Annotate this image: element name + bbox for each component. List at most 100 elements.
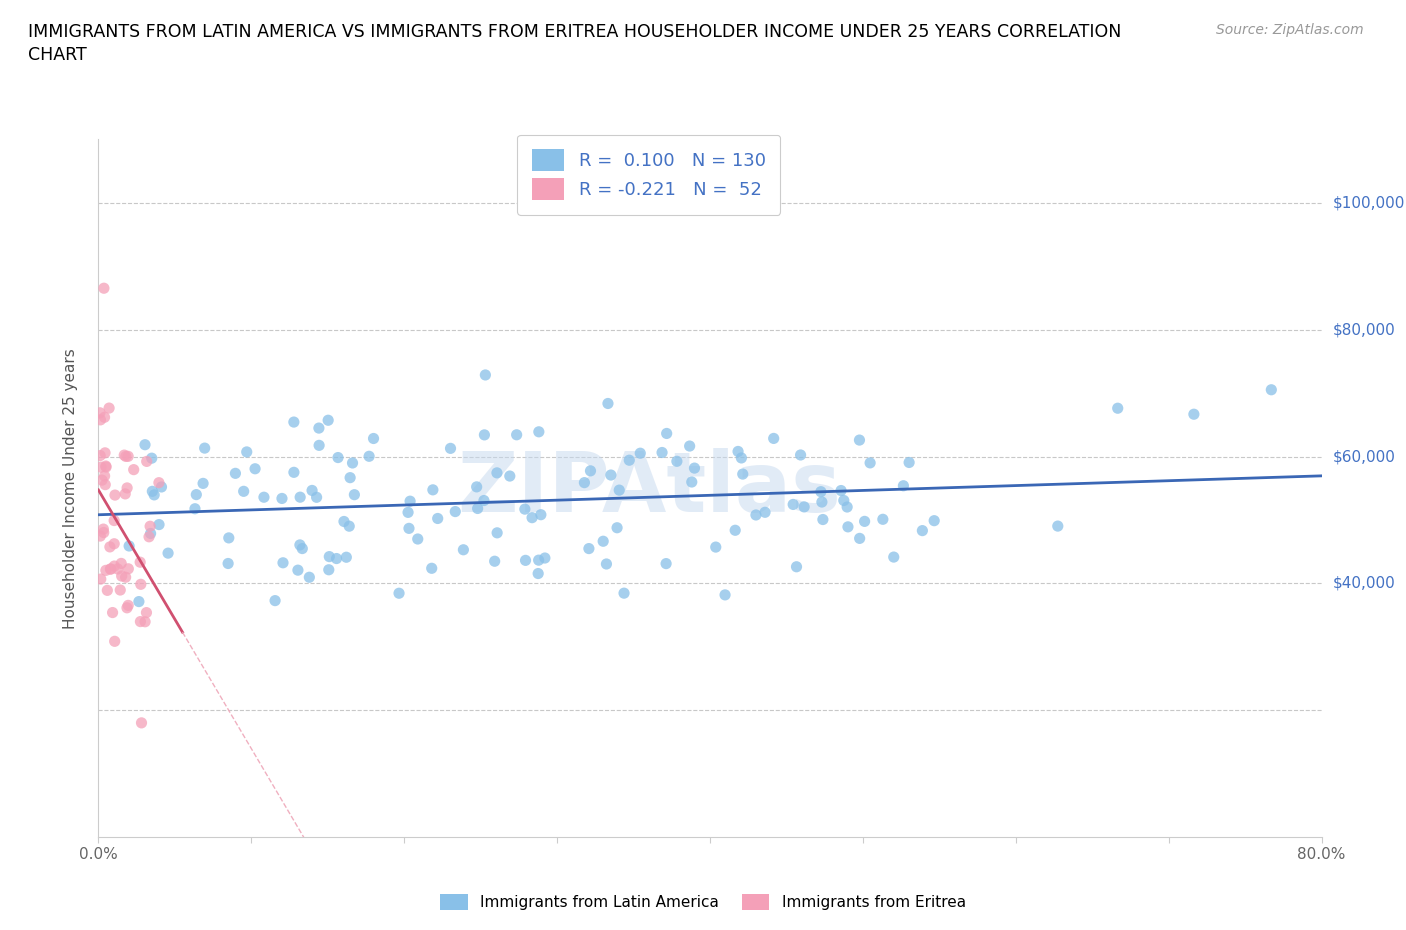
Point bbox=[94, 458, 117, 473]
Point bbox=[474, 367, 496, 382]
Point bbox=[103, 513, 125, 528]
Point bbox=[730, 450, 752, 465]
Point bbox=[754, 505, 776, 520]
Point bbox=[134, 615, 156, 630]
Y-axis label: Householder Income Under 25 years: Householder Income Under 25 years bbox=[63, 348, 77, 629]
Point bbox=[115, 601, 138, 616]
Point bbox=[520, 511, 543, 525]
Point bbox=[484, 553, 506, 568]
Point bbox=[114, 486, 136, 501]
Point bbox=[148, 475, 170, 490]
Point bbox=[134, 437, 156, 452]
Legend: R =  0.100   N = 130, R = -0.221   N =  52: R = 0.100 N = 130, R = -0.221 N = 52 bbox=[517, 135, 780, 215]
Point bbox=[90, 572, 112, 587]
Point bbox=[592, 534, 614, 549]
Point bbox=[613, 586, 636, 601]
Point bbox=[186, 487, 208, 502]
Point bbox=[343, 487, 366, 502]
Legend: Immigrants from Latin America, Immigrants from Eritrea: Immigrants from Latin America, Immigrant… bbox=[433, 886, 973, 918]
Point bbox=[128, 594, 150, 609]
Point bbox=[325, 551, 347, 566]
Point bbox=[191, 476, 214, 491]
Point bbox=[100, 562, 122, 577]
Point bbox=[453, 542, 475, 557]
Point bbox=[655, 556, 678, 571]
Point bbox=[143, 487, 166, 502]
Point bbox=[287, 563, 309, 578]
Point bbox=[335, 550, 357, 565]
Point bbox=[499, 469, 522, 484]
Point bbox=[101, 605, 124, 620]
Point bbox=[811, 495, 834, 510]
Point bbox=[138, 529, 160, 544]
Point bbox=[859, 456, 882, 471]
Point bbox=[810, 485, 832, 499]
Point bbox=[762, 431, 785, 445]
Point bbox=[89, 412, 111, 427]
Point bbox=[465, 480, 488, 495]
Point bbox=[530, 507, 553, 522]
Point bbox=[848, 432, 870, 447]
Point bbox=[505, 427, 527, 442]
Point bbox=[291, 541, 314, 556]
Point bbox=[89, 448, 111, 463]
Point bbox=[665, 454, 688, 469]
Point bbox=[308, 438, 330, 453]
Point bbox=[655, 426, 678, 441]
Point bbox=[1182, 406, 1205, 421]
Point bbox=[333, 514, 356, 529]
Point bbox=[406, 532, 429, 547]
Point bbox=[578, 541, 600, 556]
Point bbox=[485, 465, 508, 480]
Point bbox=[628, 445, 651, 460]
Point bbox=[91, 472, 114, 487]
Point bbox=[271, 555, 294, 570]
Point bbox=[1107, 401, 1129, 416]
Point bbox=[89, 528, 111, 543]
Point bbox=[96, 583, 118, 598]
Point bbox=[606, 520, 628, 535]
Point bbox=[832, 493, 855, 508]
Point bbox=[683, 460, 706, 475]
Point bbox=[574, 475, 596, 490]
Point bbox=[271, 491, 294, 506]
Point bbox=[444, 504, 467, 519]
Point bbox=[157, 546, 180, 561]
Point bbox=[534, 551, 557, 565]
Point bbox=[326, 450, 349, 465]
Text: CHART: CHART bbox=[28, 46, 87, 64]
Point bbox=[745, 508, 768, 523]
Point bbox=[93, 522, 115, 537]
Point bbox=[194, 441, 217, 456]
Point bbox=[420, 561, 443, 576]
Point bbox=[217, 556, 239, 571]
Point bbox=[141, 484, 163, 498]
Point bbox=[224, 466, 246, 481]
Point bbox=[388, 586, 411, 601]
Point bbox=[396, 505, 419, 520]
Point bbox=[94, 477, 117, 492]
Point bbox=[1260, 382, 1282, 397]
Text: $60,000: $60,000 bbox=[1333, 449, 1396, 464]
Point bbox=[232, 484, 254, 498]
Point bbox=[853, 514, 876, 529]
Point bbox=[339, 471, 361, 485]
Point bbox=[793, 499, 815, 514]
Point bbox=[264, 593, 287, 608]
Point bbox=[308, 420, 330, 435]
Point bbox=[122, 462, 145, 477]
Point bbox=[922, 513, 945, 528]
Point bbox=[117, 598, 139, 613]
Point bbox=[704, 539, 727, 554]
Text: $40,000: $40,000 bbox=[1333, 576, 1396, 591]
Point bbox=[301, 483, 323, 498]
Text: Source: ZipAtlas.com: Source: ZipAtlas.com bbox=[1216, 23, 1364, 37]
Point bbox=[782, 497, 804, 512]
Point bbox=[93, 410, 115, 425]
Point bbox=[595, 556, 617, 571]
Point bbox=[1046, 519, 1069, 534]
Point bbox=[830, 483, 852, 498]
Point bbox=[129, 614, 152, 629]
Point bbox=[318, 550, 340, 565]
Point bbox=[789, 447, 811, 462]
